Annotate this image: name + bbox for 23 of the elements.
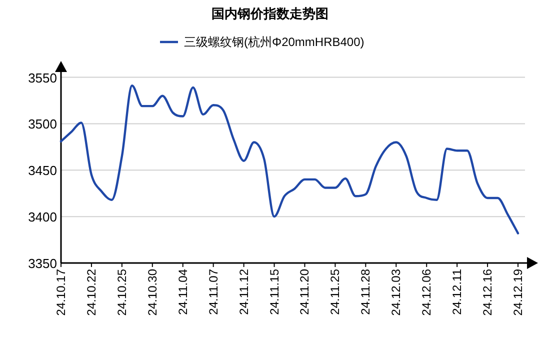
legend-label: 三级螺纹钢(杭州Φ20mmHRB400) [184,35,364,49]
x-tick-label: 24.11.15 [267,268,282,315]
x-tick-label: 24.10.22 [84,268,98,316]
y-tick-label: 3550 [28,70,57,86]
y-tick-label: 3450 [28,163,57,178]
x-tick-label: 24.12.03 [389,268,404,316]
y-tick-label: 3500 [28,116,57,132]
x-tick-label: 24.11.04 [176,268,190,315]
x-tick-label: 24.11.12 [236,268,251,315]
x-tick-label: 24.11.28 [358,268,373,315]
x-tick-label: 24.11.20 [298,268,312,315]
x-tick-label: 24.12.16 [480,268,495,316]
x-tick-label: 24.11.07 [206,268,220,315]
x-tick-label: 24.11.25 [328,268,342,315]
x-tick-label: 24.10.25 [114,268,129,316]
y-tick-label: 3350 [28,256,57,271]
x-tick-label: 24.10.17 [54,268,68,316]
x-tick-label: 24.12.11 [450,268,464,315]
y-tick-label: 3400 [28,210,57,225]
chart-title: 国内钢价指数走势图 [212,6,328,21]
x-tick-label: 24.10.30 [145,268,160,316]
x-tick-label: 24.12.19 [511,268,525,316]
x-tick-label: 24.12.06 [420,268,434,316]
